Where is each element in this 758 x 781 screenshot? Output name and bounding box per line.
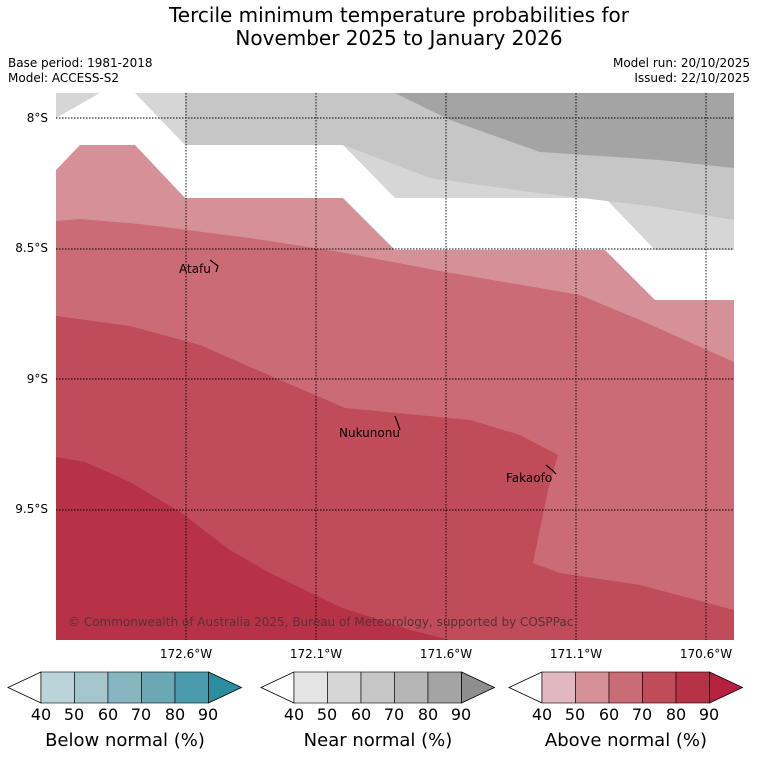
colorbar-near-segment-3 (360, 671, 395, 704)
atolls (209, 259, 557, 475)
colorbar-above-segment-5 (675, 671, 710, 704)
below-tick-70: 70 (130, 705, 152, 724)
lon-label-171-1w: 171.1°W (549, 647, 603, 661)
near-tick-50: 50 (316, 705, 338, 724)
lat-label-9-5s: 9.5°S (15, 502, 48, 516)
place-label-fakaofo: Fakaofo (506, 471, 552, 485)
model-run: Model run: 20/10/2025 (612, 56, 750, 70)
colorbar-near-label: Near normal (%) (303, 730, 453, 751)
colorbar-below-segment-4 (141, 671, 176, 704)
meta-left: Base period: 1981-2018 Model: ACCESS-S2 (8, 56, 153, 86)
colorbar-below-right-extend (208, 671, 243, 704)
title-line-1: Tercile minimum temperature probabilitie… (168, 3, 630, 27)
colorbar-near-segment-2 (327, 671, 362, 704)
title-line-2: November 2025 to January 2026 (235, 26, 563, 50)
colorbar-below-segment-5 (174, 671, 209, 704)
meta-right: Model run: 20/10/2025 Issued: 22/10/2025 (613, 56, 750, 86)
colorbar-below-segment-2 (74, 671, 109, 704)
lon-label-170-6w: 170.6°W (679, 647, 733, 661)
nukunonu-outline (394, 415, 401, 431)
colorbar-near-segment-5 (427, 671, 462, 704)
lat-label-9s: 9°S (26, 372, 48, 386)
issued-date: Issued: 22/10/2025 (634, 71, 750, 85)
below-tick-40: 40 (30, 705, 52, 724)
base-period: Base period: 1981-2018 (8, 56, 153, 70)
lon-label-172-6w: 172.6°W (159, 647, 213, 661)
fakaofo-outline (545, 464, 557, 475)
graticule (56, 93, 734, 640)
colorbar-above-left-extend (508, 671, 543, 704)
near-tick-80: 80 (417, 705, 439, 724)
above-tick-60: 60 (598, 705, 620, 724)
colorbar-above-segment-1 (541, 671, 576, 704)
map-title: Tercile minimum temperature probabilitie… (0, 4, 758, 50)
copyright-text: © Commonwealth of Australia 2025, Bureau… (68, 615, 573, 629)
above-tick-50: 50 (564, 705, 586, 724)
below-tick-90: 90 (197, 705, 219, 724)
colorbar-near-segment-1 (293, 671, 328, 704)
above-tick-80: 80 (665, 705, 687, 724)
above-tick-70: 70 (631, 705, 653, 724)
colorbar-below-segment-1 (40, 671, 75, 704)
lat-label-8s: 8°S (26, 111, 48, 125)
above-normal-80-region (56, 457, 450, 640)
below-tick-50: 50 (63, 705, 85, 724)
lon-label-172-1w: 172.1°W (289, 647, 343, 661)
below-tick-80: 80 (164, 705, 186, 724)
colorbar-above-segment-4 (642, 671, 677, 704)
near-normal-70-region (395, 93, 734, 168)
near-tick-70: 70 (383, 705, 405, 724)
near-tick-40: 40 (283, 705, 305, 724)
colorbar-above-right-extend (709, 671, 744, 704)
near-tick-90: 90 (450, 705, 472, 724)
place-label-atafu: Atafu (179, 262, 211, 276)
colorbar-above-segment-3 (608, 671, 643, 704)
model-name: Model: ACCESS-S2 (8, 71, 120, 85)
above-tick-90: 90 (698, 705, 720, 724)
lat-label-8-5s: 8.5°S (15, 241, 48, 255)
place-label-nukunonu: Nukunonu (339, 426, 400, 440)
atafu-outline (209, 259, 219, 273)
colorbar-below-left-extend (7, 671, 42, 704)
colorbar-above-segment-2 (575, 671, 610, 704)
map-area (56, 93, 734, 640)
colorbar-near-segment-4 (394, 671, 429, 704)
colorbar-near-left-extend (260, 671, 295, 704)
colorbar-above-label: Above normal (%) (544, 730, 708, 751)
above-tick-40: 40 (531, 705, 553, 724)
colorbars (7, 671, 744, 704)
lon-label-171-6w: 171.6°W (419, 647, 473, 661)
colorbar-below-segment-3 (107, 671, 142, 704)
below-tick-60: 60 (97, 705, 119, 724)
near-tick-60: 60 (350, 705, 372, 724)
colorbar-below-label: Below normal (%) (45, 730, 205, 751)
colorbar-near-right-extend (461, 671, 496, 704)
